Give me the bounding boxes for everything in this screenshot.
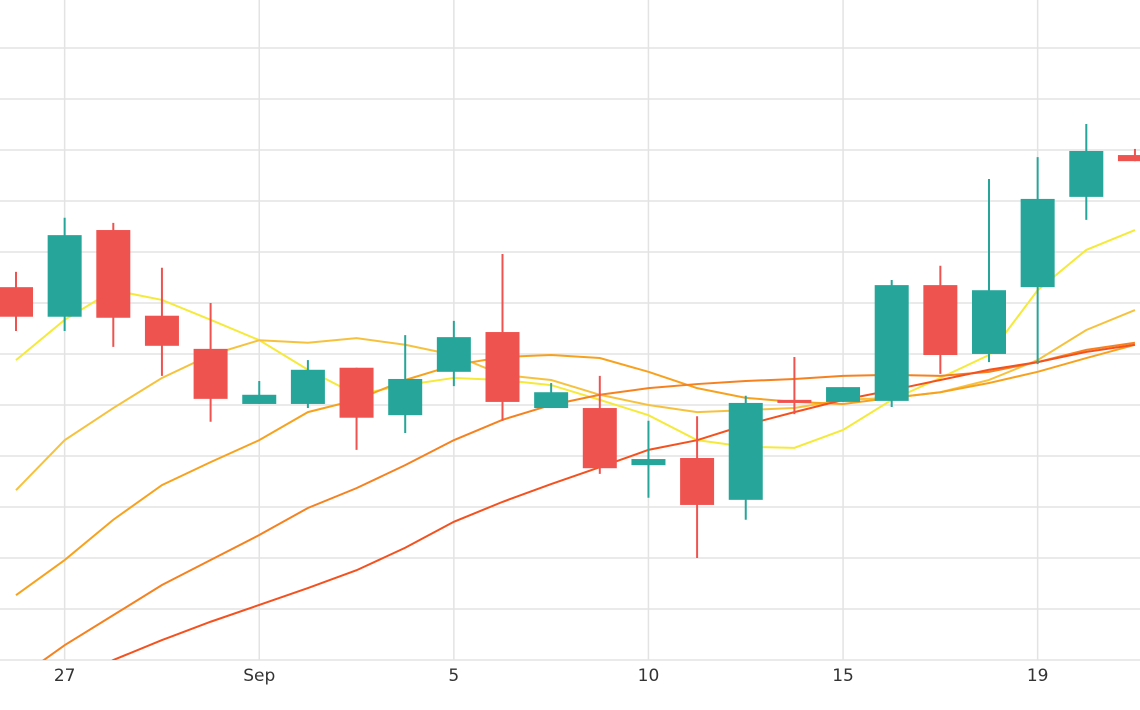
candle-body (1117, 155, 1140, 162)
candle-body (728, 402, 763, 500)
candle-body (193, 348, 228, 399)
moving-average-line (111, 343, 1136, 660)
candle-body (680, 458, 715, 505)
x-tick-label: 15 (832, 666, 854, 686)
candle-body (339, 367, 374, 418)
candle-body (485, 332, 520, 402)
candle-body (826, 387, 861, 402)
candle-body (47, 235, 82, 317)
candle-body (777, 399, 812, 403)
candle-body (436, 337, 471, 372)
candle-body (972, 290, 1006, 354)
x-tick-label: 10 (638, 666, 660, 686)
candle-body (631, 459, 666, 466)
x-tick-label: 19 (1027, 666, 1049, 686)
x-tick-label: 27 (54, 666, 76, 686)
candle-body (290, 369, 325, 404)
candle-body (0, 287, 33, 317)
moving-average-line (42, 341, 1136, 660)
x-axis: 27 Sep 5 10 15 19 (54, 666, 1049, 686)
x-tick-label: Sep (243, 666, 275, 686)
moving-average-line (15, 343, 1136, 597)
candle-body (534, 392, 569, 409)
candle-body (1020, 198, 1055, 288)
candles (0, 123, 1140, 558)
x-tick-label: 5 (448, 666, 459, 686)
candle-body (96, 230, 131, 318)
candle-body (582, 408, 617, 469)
moving-average-line (15, 229, 1136, 449)
candle-body (1069, 150, 1104, 197)
moving-averages (15, 229, 1136, 660)
candle-body (388, 378, 423, 416)
candle-body (144, 315, 179, 346)
candle-body (874, 285, 909, 401)
candle-body (923, 285, 958, 355)
candle-body (242, 394, 277, 404)
